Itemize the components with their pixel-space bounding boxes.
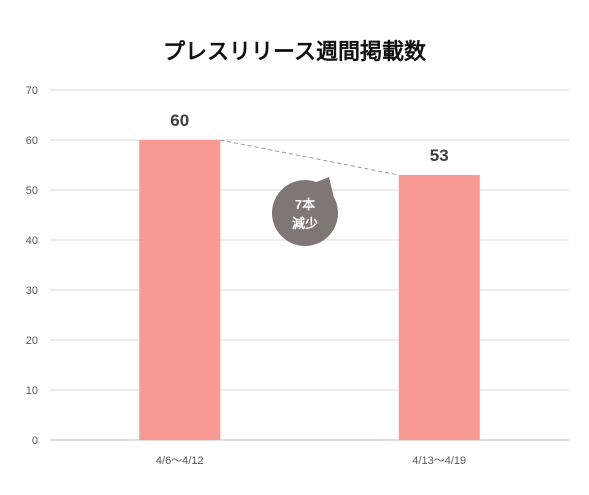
annotation-bubble [272, 177, 338, 247]
difference-annotation: 7本 減少 [272, 177, 338, 247]
connector-line [220, 139, 399, 176]
annotation-line1: 7本 [295, 197, 315, 212]
data-label: 53 [430, 146, 449, 165]
data-label: 60 [170, 111, 189, 130]
annotation-line2: 減少 [292, 216, 318, 231]
bar [398, 175, 480, 440]
y-tick-labels: 0 10 20 30 40 50 60 70 [26, 85, 38, 447]
bars [139, 140, 480, 440]
connector [220, 139, 399, 176]
data-labels: 60 53 [170, 111, 448, 165]
y-tick-label: 60 [26, 135, 38, 147]
bar [139, 140, 221, 440]
x-tick-label: 4/6〜4/12 [156, 455, 204, 467]
y-tick-label: 50 [26, 185, 38, 197]
x-tick-labels: 4/6〜4/12 4/13〜4/19 [156, 455, 466, 467]
y-tick-label: 40 [26, 235, 38, 247]
y-tick-label: 70 [26, 85, 38, 97]
x-tick-label: 4/13〜4/19 [412, 455, 466, 467]
y-tick-label: 0 [32, 435, 38, 447]
y-tick-label: 10 [26, 385, 38, 397]
chart-title: プレスリリース週間掲載数 [163, 40, 426, 65]
gridlines [50, 89, 569, 441]
y-tick-label: 30 [26, 285, 38, 297]
y-tick-label: 20 [26, 335, 38, 347]
